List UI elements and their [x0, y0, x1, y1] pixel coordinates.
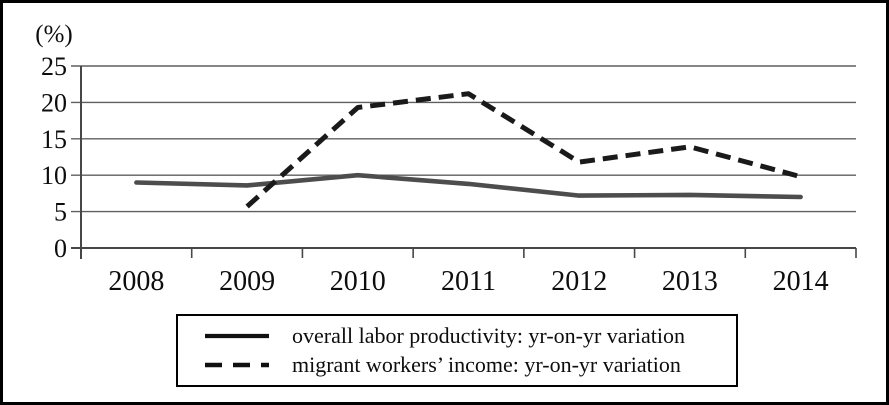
x-tick-label: 2009	[219, 266, 275, 297]
x-tick-label: 2010	[330, 266, 386, 297]
y-tick-label: 20	[41, 88, 67, 117]
x-tick-label: 2013	[662, 266, 718, 297]
legend-item-income: migrant workers’ income: yr-on-yr variat…	[204, 352, 736, 377]
x-tick-label: 2014	[773, 266, 829, 297]
solid-line-icon	[205, 333, 269, 339]
y-tick-label: 25	[41, 52, 67, 81]
x-tick-label: 2011	[441, 266, 496, 297]
legend-label-income: migrant workers’ income: yr-on-yr variat…	[292, 352, 681, 377]
legend-label-productivity: overall labor productivity: yr-on-yr var…	[292, 322, 685, 348]
x-tick-label: 2008	[108, 266, 164, 297]
x-tick-label: 2012	[551, 266, 607, 297]
line-chart-canvas: 0 5 10 15 20 25 2008 2009 2010 2011 2012 2013 2014	[41, 52, 857, 297]
chart-legend: overall labor productivity: yr-on-yr var…	[176, 314, 738, 387]
series-line-dashed	[245, 91, 802, 209]
legend-item-productivity: overall labor productivity: yr-on-yr var…	[204, 322, 736, 348]
series-line-solid	[134, 172, 803, 200]
dashed-line-icon	[205, 362, 269, 368]
y-tick-label: 0	[54, 234, 67, 263]
y-tick-label: 15	[41, 125, 67, 154]
y-tick-label: 5	[54, 198, 67, 227]
y-tick-label: 10	[41, 161, 67, 190]
y-axis-unit-label: (%)	[35, 21, 73, 48]
